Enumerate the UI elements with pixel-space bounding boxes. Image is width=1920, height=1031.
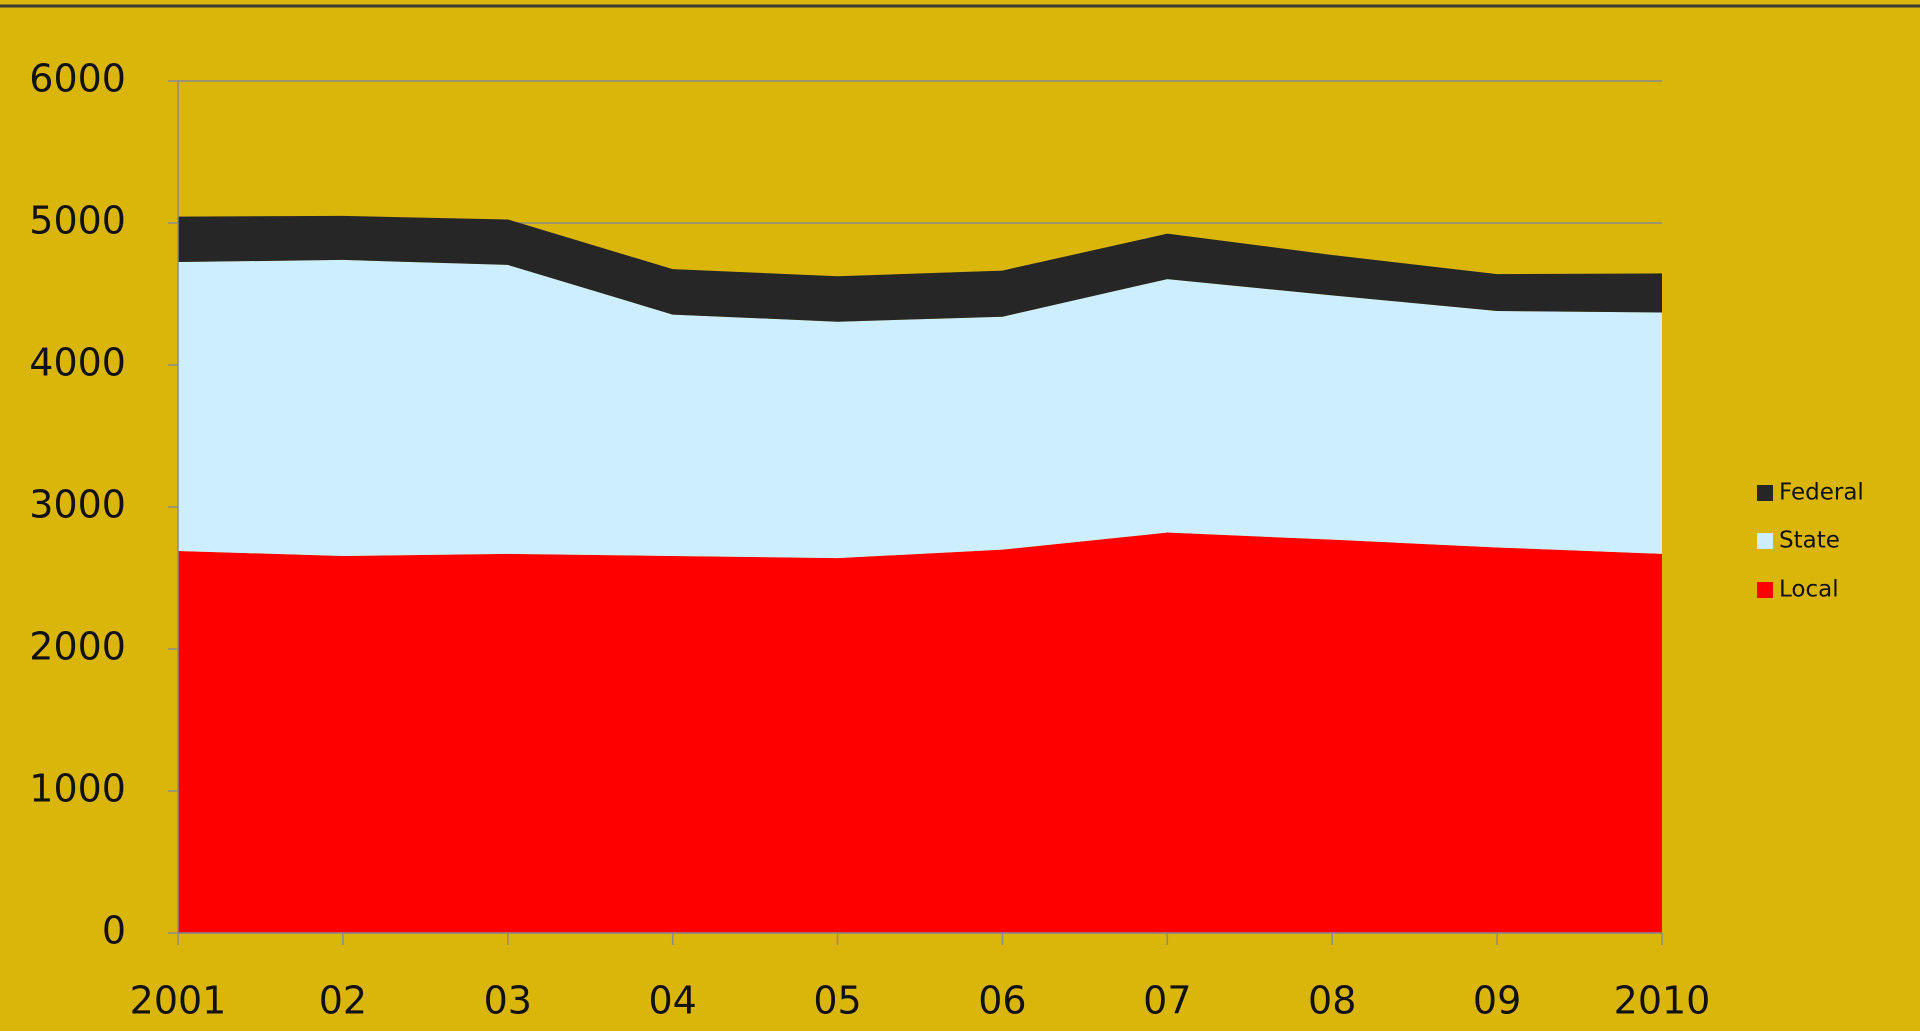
x-tick-label: 2001: [130, 979, 227, 1023]
x-tick-label: 04: [648, 979, 696, 1023]
legend-swatch: [1757, 485, 1773, 501]
legend-swatch: [1757, 582, 1773, 598]
y-tick-label: 6000: [29, 57, 126, 101]
area: [178, 532, 1662, 933]
x-tick-label: 05: [813, 979, 861, 1023]
legend-swatch: [1757, 533, 1773, 549]
x-tick-label: 2010: [1614, 979, 1711, 1023]
y-tick-label: 0: [102, 909, 126, 953]
area: [178, 259, 1662, 559]
area: [178, 215, 1662, 322]
legend-label: Federal: [1779, 480, 1864, 506]
y-tick-label: 5000: [29, 199, 126, 243]
y-tick-label: 3000: [29, 483, 126, 527]
legend-label: Local: [1779, 577, 1839, 603]
x-tick-label: 08: [1308, 979, 1356, 1023]
x-tick-label: 02: [319, 979, 367, 1023]
x-tick-label: 03: [484, 979, 532, 1023]
y-tick-label: 4000: [29, 341, 126, 385]
legend-label: State: [1779, 528, 1840, 554]
y-tick-label: 2000: [29, 625, 126, 669]
x-tick-label: 07: [1143, 979, 1191, 1023]
y-tick-label: 1000: [29, 767, 126, 811]
x-tick-label: 09: [1473, 979, 1521, 1023]
x-tick-label: 06: [978, 979, 1026, 1023]
